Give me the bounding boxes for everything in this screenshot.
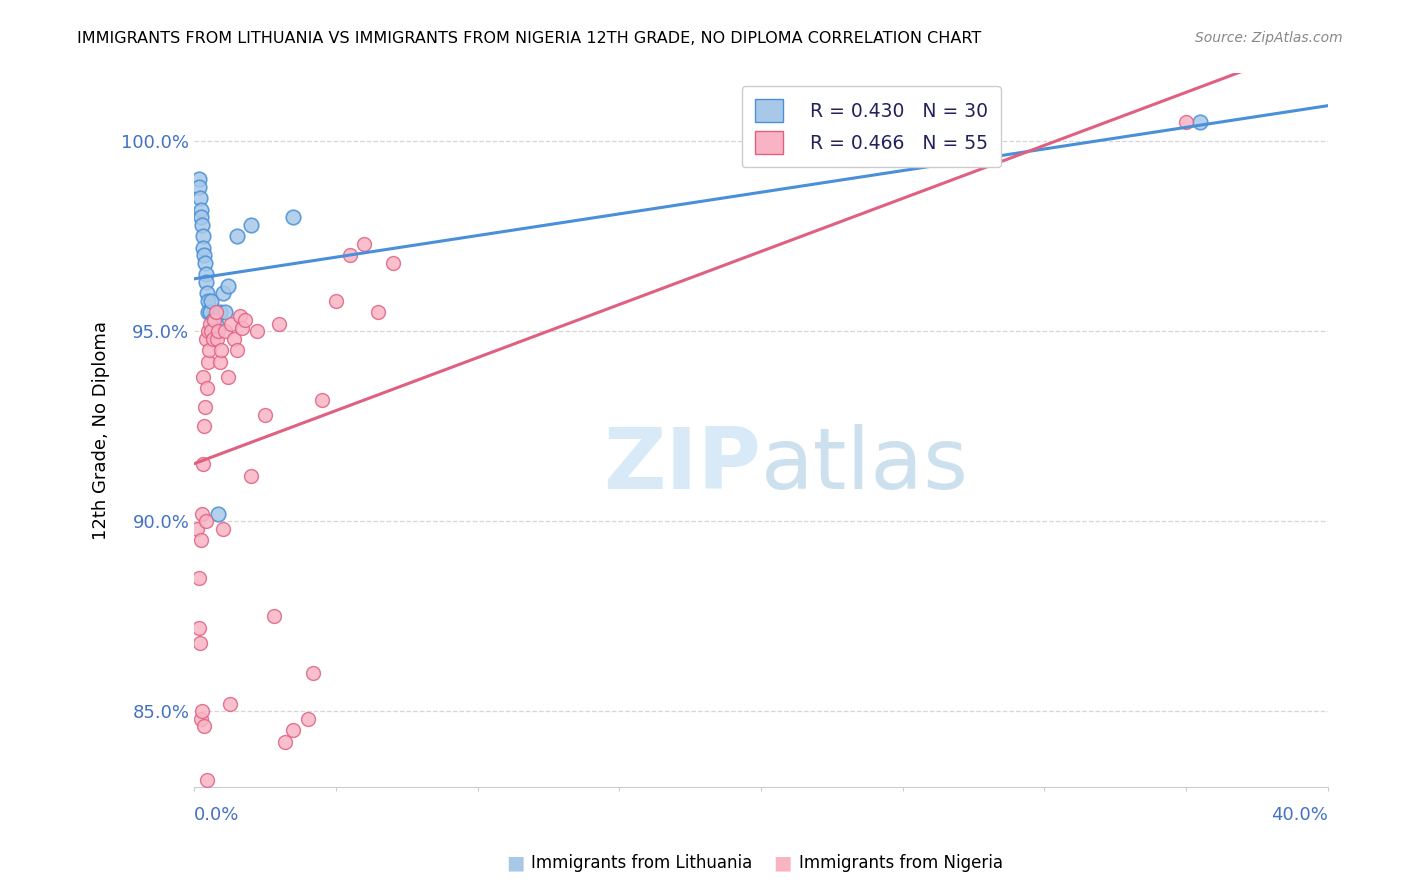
- Point: [353, 236, 375, 251]
- Point: [297, 712, 319, 726]
- Text: Immigrants from Lithuania: Immigrants from Lithuania: [531, 855, 752, 872]
- Point: [195, 286, 218, 301]
- Point: [200, 293, 222, 308]
- Point: [217, 278, 239, 293]
- Text: ■: ■: [506, 854, 524, 872]
- Point: [207, 324, 229, 338]
- Y-axis label: 12th Grade, No Diploma: 12th Grade, No Diploma: [93, 320, 110, 540]
- Point: [190, 211, 212, 225]
- Point: [195, 772, 218, 787]
- Point: [187, 571, 209, 585]
- Point: [188, 191, 211, 205]
- Point: [194, 401, 217, 415]
- Point: [231, 320, 253, 334]
- Point: [204, 305, 226, 319]
- Point: [367, 305, 389, 319]
- Point: [194, 268, 217, 282]
- Point: [202, 313, 225, 327]
- Point: [207, 507, 229, 521]
- Point: [194, 514, 217, 528]
- Point: [208, 305, 231, 319]
- Text: Source: ZipAtlas.com: Source: ZipAtlas.com: [1195, 31, 1343, 45]
- Point: [211, 522, 233, 536]
- Text: IMMIGRANTS FROM LITHUANIA VS IMMIGRANTS FROM NIGERIA 12TH GRADE, NO DIPLOMA CORR: IMMIGRANTS FROM LITHUANIA VS IMMIGRANTS …: [77, 31, 981, 46]
- Point: [202, 324, 225, 338]
- Point: [197, 324, 219, 338]
- Point: [218, 697, 240, 711]
- Point: [225, 343, 247, 358]
- Point: [193, 419, 215, 434]
- Point: [197, 305, 219, 319]
- Point: [240, 468, 263, 483]
- Point: [225, 229, 247, 244]
- Point: [302, 666, 325, 681]
- Point: [197, 355, 219, 369]
- Point: [228, 309, 250, 323]
- Point: [1189, 115, 1212, 129]
- Point: [240, 218, 263, 232]
- Point: [205, 332, 228, 346]
- Point: [246, 324, 269, 338]
- Point: [222, 332, 245, 346]
- Point: [188, 180, 211, 194]
- Point: [274, 734, 297, 748]
- Point: [1175, 115, 1198, 129]
- Point: [190, 712, 212, 726]
- Point: [214, 305, 236, 319]
- Point: [209, 343, 232, 358]
- Text: Immigrants from Nigeria: Immigrants from Nigeria: [799, 855, 1002, 872]
- Point: [194, 256, 217, 270]
- Point: [201, 332, 224, 346]
- Point: [254, 408, 277, 422]
- Point: [193, 719, 215, 733]
- Point: [339, 248, 361, 262]
- Point: [193, 370, 215, 384]
- Point: [191, 704, 214, 718]
- Point: [200, 324, 222, 338]
- Point: [195, 381, 218, 395]
- Point: [198, 343, 221, 358]
- Point: [204, 317, 226, 331]
- Point: [195, 332, 218, 346]
- Text: atlas: atlas: [761, 425, 969, 508]
- Point: [263, 609, 285, 624]
- Point: [193, 248, 215, 262]
- Point: [205, 324, 228, 338]
- Point: [191, 507, 214, 521]
- Point: [195, 275, 218, 289]
- Point: [198, 305, 221, 319]
- Point: [311, 392, 333, 407]
- Point: [219, 317, 242, 331]
- Text: 0.0%: 0.0%: [194, 806, 239, 824]
- Point: [198, 317, 221, 331]
- Point: [208, 355, 231, 369]
- Legend:   R = 0.430   N = 30,   R = 0.466   N = 55: R = 0.430 N = 30, R = 0.466 N = 55: [741, 86, 1001, 168]
- Point: [283, 723, 305, 738]
- Point: [211, 286, 233, 301]
- Point: [201, 313, 224, 327]
- Text: 40.0%: 40.0%: [1271, 806, 1327, 824]
- Point: [188, 636, 211, 650]
- Point: [186, 522, 208, 536]
- Point: [283, 211, 305, 225]
- Point: [217, 370, 239, 384]
- Text: ■: ■: [773, 854, 792, 872]
- Point: [191, 458, 214, 472]
- Point: [214, 324, 236, 338]
- Point: [187, 172, 209, 186]
- Point: [191, 229, 214, 244]
- Point: [190, 202, 212, 217]
- Point: [325, 293, 347, 308]
- Point: [381, 256, 404, 270]
- Point: [190, 533, 212, 548]
- Point: [233, 313, 256, 327]
- Point: [193, 241, 215, 255]
- Point: [269, 317, 291, 331]
- Point: [188, 621, 211, 635]
- Point: [197, 293, 219, 308]
- Point: [191, 218, 214, 232]
- Text: ZIP: ZIP: [603, 425, 761, 508]
